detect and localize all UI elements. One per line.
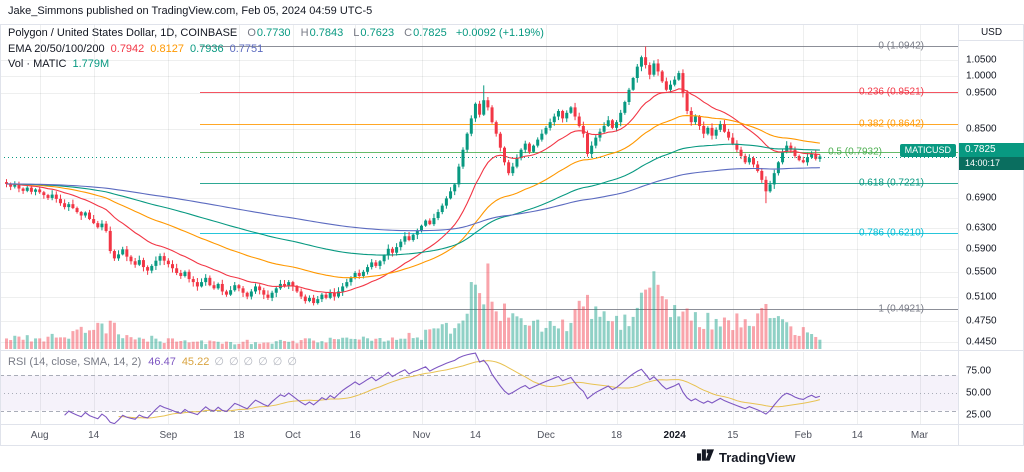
rsi-empty-plot: ∅ xyxy=(272,356,283,368)
rsi-value: 46.47 xyxy=(148,356,176,368)
time-axis-label: Oct xyxy=(285,430,301,441)
time-axis-label: 18 xyxy=(233,430,245,441)
rsi-axis-label: 75.00 xyxy=(966,365,992,377)
symbol-tag: MATICUSD xyxy=(899,144,956,157)
footer-watermark[interactable]: TradingView xyxy=(697,448,795,467)
open-value: 0.7730 xyxy=(256,27,291,39)
close-value: 0.7825 xyxy=(413,27,447,39)
price-axis-label: 0.4750 xyxy=(966,315,997,327)
close-label: C xyxy=(404,27,413,39)
low-label: L xyxy=(353,27,360,39)
high-label: H xyxy=(300,27,309,39)
bar-countdown: 14:00:17 xyxy=(959,157,1024,170)
time-axis-label: 14 xyxy=(88,430,100,441)
rsi-axis-label: 50.00 xyxy=(966,387,992,399)
fib-level-label: 0 (1.0942) xyxy=(878,40,924,52)
symbol-description[interactable]: Polygon / United States Dollar, 1D, COIN… xyxy=(8,27,238,39)
time-axis-label: 14 xyxy=(851,430,863,441)
change-value: +0.0092 (+1.19%) xyxy=(455,27,544,39)
price-axis-label: 0.9500 xyxy=(966,87,997,99)
tradingview-logo-icon[interactable] xyxy=(697,448,714,467)
time-axis-label: 18 xyxy=(610,430,623,441)
rsi-empty-plot: ∅ xyxy=(243,356,254,368)
price-axis-label: 0.4450 xyxy=(966,336,997,348)
chart-legend[interactable]: Polygon / United States Dollar, 1D, COIN… xyxy=(8,27,544,39)
volume-legend[interactable]: Vol · MATIC 1.779M xyxy=(8,58,109,70)
time-axis-label: Nov xyxy=(412,430,431,441)
fib-level-label: 0.786 (0.6210) xyxy=(858,227,924,239)
fib-level-label: 0.618 (0.7221) xyxy=(858,177,924,189)
tradingview-wordmark[interactable]: TradingView xyxy=(719,450,796,465)
price-axis-label: 0.5500 xyxy=(966,266,997,278)
time-axis-label: 15 xyxy=(727,430,739,441)
price-axis-label: 0.6900 xyxy=(966,192,997,204)
open-label: O xyxy=(247,27,256,39)
time-axis-label: Sep xyxy=(159,430,178,441)
fib-level-label: 0.236 (0.9521) xyxy=(858,86,924,98)
rsi-empty-plot: ∅ xyxy=(214,356,224,368)
volume-value: 1.779M xyxy=(72,58,110,70)
fib-level-label: 1 (0.4921) xyxy=(878,303,924,315)
price-axis-label: 0.6300 xyxy=(966,222,997,234)
time-axis-label: 14 xyxy=(469,430,481,441)
price-axis-unit[interactable]: USD xyxy=(959,24,1024,41)
fib-level-label: 0.5 (0.7932) xyxy=(828,146,882,158)
fib-level-label: 0.382 (0.8642) xyxy=(858,118,924,130)
ema-value-100: 0.7936 xyxy=(189,43,224,55)
ema-value-200: 0.7751 xyxy=(229,43,264,55)
rsi-axis-label: 25.00 xyxy=(966,409,992,421)
volume-label: Vol · MATIC xyxy=(8,58,67,70)
time-axis-label: 2024 xyxy=(663,430,686,441)
price-axis-label: 0.5900 xyxy=(966,243,997,255)
rsi-empty-plots: ∅ ∅ ∅ ∅ ∅ ∅ xyxy=(209,356,297,368)
ema-label: EMA 20/50/100/200 xyxy=(8,43,105,55)
time-axis-label: Dec xyxy=(537,430,555,441)
last-price-badge: 0.7825 14:00:17 xyxy=(959,143,1024,170)
price-axis-label: 0.8500 xyxy=(966,123,997,135)
rsi-ma-value: 45.22 xyxy=(181,356,210,368)
rsi-legend[interactable]: RSI (14, close, SMA, 14, 2) 46.47 45.22 ∅ ∅ ∅… xyxy=(8,355,297,368)
rsi-empty-plot: ∅ xyxy=(287,356,297,368)
ema-value-20: 0.7942 xyxy=(110,43,145,55)
rsi-empty-plot: ∅ xyxy=(258,356,268,368)
time-axis-label: Feb xyxy=(794,430,812,441)
ema-value-50: 0.8127 xyxy=(150,43,184,55)
time-axis-label: Mar xyxy=(910,430,929,441)
ema-legend[interactable]: EMA 20/50/100/200 0.7942 0.8127 0.7936 0.775… xyxy=(8,43,263,55)
ema-values: 0.7942 0.8127 0.7936 0.7751 xyxy=(105,43,264,55)
price-axis-label: 1.0500 xyxy=(966,54,997,66)
rsi-label: RSI (14, close, SMA, 14, 2) xyxy=(8,356,142,368)
last-price: 0.7825 xyxy=(959,143,1024,157)
high-value: 0.7843 xyxy=(309,27,344,39)
price-axis-label: 0.5100 xyxy=(966,291,997,303)
low-value: 0.7623 xyxy=(360,27,395,39)
price-axis-label: 1.0000 xyxy=(966,70,997,82)
time-axis-label: 16 xyxy=(349,430,361,441)
rsi-empty-plot: ∅ xyxy=(228,356,239,368)
time-axis-label: Aug xyxy=(30,430,49,441)
